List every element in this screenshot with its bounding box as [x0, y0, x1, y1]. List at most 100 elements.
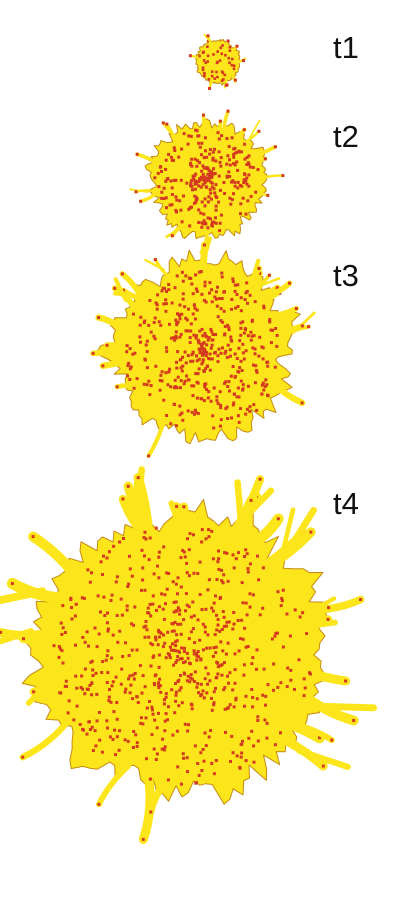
- particle: [212, 601, 216, 605]
- particle: [193, 317, 197, 321]
- particle: [233, 78, 237, 82]
- particle: [203, 383, 207, 387]
- cluster-branch: [281, 507, 296, 551]
- particle: [196, 682, 200, 686]
- particle: [164, 179, 168, 183]
- particle: [203, 136, 207, 140]
- particle: [257, 578, 261, 582]
- particle: [208, 357, 212, 361]
- particle: [202, 113, 205, 117]
- particle: [58, 691, 62, 695]
- particle: [249, 338, 253, 342]
- particle: [242, 663, 246, 667]
- particle: [155, 752, 159, 756]
- particle: [271, 328, 274, 332]
- particle: [151, 594, 155, 598]
- particle: [206, 216, 210, 220]
- particle: [141, 578, 145, 582]
- particle: [220, 579, 224, 583]
- particle: [145, 366, 149, 370]
- particle: [204, 607, 208, 611]
- particle: [234, 698, 238, 702]
- particle: [232, 67, 236, 71]
- particle: [175, 386, 179, 390]
- particle: [246, 384, 250, 388]
- particle: [157, 665, 161, 669]
- particle: [227, 328, 231, 332]
- particle: [281, 645, 285, 649]
- cluster-finger: [299, 666, 351, 686]
- particle: [246, 645, 250, 648]
- particle: [223, 73, 227, 77]
- particle: [106, 629, 110, 633]
- particle: [208, 291, 211, 295]
- particle: [102, 595, 106, 599]
- particle: [257, 129, 261, 133]
- particle: [226, 674, 229, 678]
- particle: [253, 381, 257, 385]
- particle: [142, 625, 146, 629]
- particle: [154, 638, 158, 642]
- particle: [149, 614, 153, 618]
- particle: [200, 362, 204, 366]
- particle: [209, 346, 213, 350]
- particle: [147, 635, 151, 639]
- cluster-finger: [138, 189, 161, 204]
- particle: [203, 630, 207, 634]
- particle: [215, 399, 219, 403]
- particle: [144, 343, 148, 347]
- particle: [251, 346, 255, 350]
- particle: [244, 412, 248, 416]
- particle: [120, 613, 124, 617]
- particle: [197, 655, 201, 659]
- particle: [172, 648, 176, 652]
- particle: [201, 164, 205, 168]
- particle: [174, 424, 178, 428]
- particle: [240, 369, 244, 372]
- particle: [196, 762, 200, 765]
- particle: [258, 271, 262, 275]
- particle: [209, 180, 213, 184]
- particle: [302, 677, 306, 681]
- particle: [60, 632, 64, 636]
- particle: [202, 369, 206, 373]
- particle: [139, 340, 142, 344]
- particle: [248, 605, 252, 609]
- particle: [122, 288, 125, 292]
- particle: [203, 731, 207, 735]
- particle: [182, 756, 185, 760]
- particle: [150, 705, 154, 709]
- cluster-t1: [188, 33, 247, 90]
- particle: [218, 119, 222, 123]
- particle: [193, 187, 197, 191]
- particle: [173, 286, 177, 290]
- particle: [231, 553, 235, 557]
- particle: [112, 544, 116, 548]
- particle: [209, 399, 213, 403]
- particle: [220, 52, 224, 56]
- particle: [181, 297, 185, 301]
- particle: [251, 166, 255, 169]
- particle: [223, 551, 227, 555]
- particle: [200, 169, 204, 173]
- particle: [219, 213, 223, 217]
- particle: [256, 168, 260, 172]
- particle: [228, 354, 232, 358]
- particle: [93, 729, 97, 733]
- particle: [222, 309, 226, 313]
- particle: [146, 611, 150, 615]
- particle: [52, 644, 56, 648]
- particle: [195, 396, 199, 400]
- particle: [243, 173, 247, 177]
- particle: [196, 618, 200, 622]
- particle: [303, 686, 307, 690]
- particle: [152, 747, 156, 751]
- particle: [157, 605, 161, 609]
- particle: [239, 407, 243, 411]
- particle: [253, 352, 257, 356]
- particle: [245, 163, 249, 166]
- particle: [193, 744, 197, 748]
- particle: [255, 697, 259, 701]
- particle: [129, 365, 133, 369]
- particle: [74, 643, 77, 647]
